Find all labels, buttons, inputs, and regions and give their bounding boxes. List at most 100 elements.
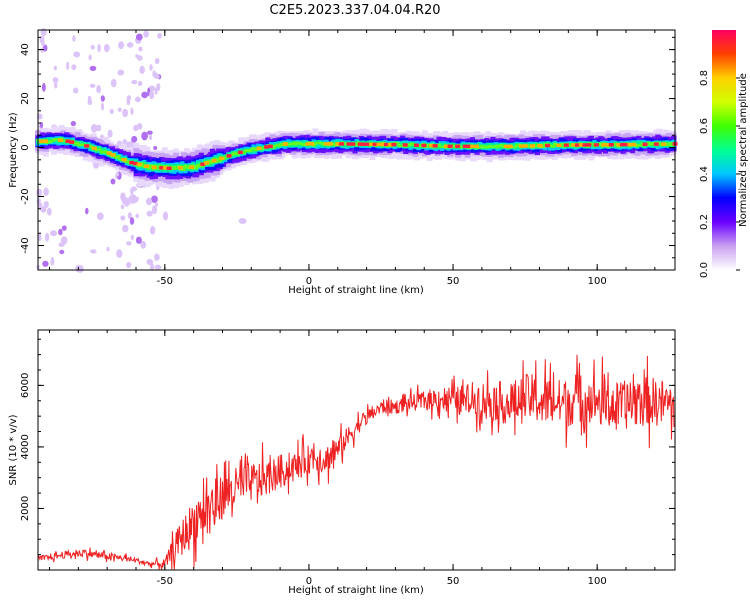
spectrogram-cell — [117, 154, 121, 158]
speckle-point — [90, 249, 97, 254]
spectrogram-cell — [231, 152, 235, 156]
speckle-point — [126, 261, 132, 269]
speckle-point — [97, 43, 101, 53]
spectrogram-peak-cell — [204, 161, 210, 165]
speckle-point — [126, 95, 132, 101]
speckle-point — [106, 246, 110, 252]
spectrogram-peak-cell — [166, 166, 172, 170]
spectrogram-peak-cell — [507, 144, 513, 149]
x-tick-label: 100 — [588, 576, 607, 587]
spectrogram-peak-cell — [357, 142, 363, 146]
speckle-point — [90, 123, 98, 133]
speckle-point — [135, 54, 139, 59]
speckle-point — [40, 28, 47, 37]
spectrogram-cell — [118, 157, 123, 161]
x-tick-label: 100 — [588, 276, 607, 287]
spectrogram-peak-cell — [121, 157, 127, 162]
spectrogram-peak-cell — [466, 144, 472, 149]
speckle-point — [42, 260, 49, 267]
spectrogram-peak-cell — [327, 142, 333, 146]
spectrogram-peak-cell — [365, 142, 371, 146]
speckle-point — [97, 213, 102, 220]
spectrogram-cell — [235, 152, 240, 156]
spectrogram-peak-cell — [582, 143, 588, 147]
figure-title: C2E5.2023.337.04.04.R20 — [269, 3, 440, 18]
x-tick-label: 50 — [447, 276, 460, 287]
speckle-point — [100, 102, 105, 111]
spectrogram-cell — [668, 142, 673, 145]
spectrogram-peak-cell — [42, 139, 48, 143]
spectrogram-cell — [533, 145, 538, 148]
speckle-point — [122, 224, 129, 233]
spectrogram-cell — [140, 162, 145, 167]
spectrogram-peak-cell — [387, 142, 393, 147]
y-tick-label: -40 — [20, 237, 31, 253]
colorbar-gradient — [712, 30, 736, 270]
spectrogram-peak-cell — [200, 162, 206, 166]
spectrogram-frame — [37, 29, 676, 271]
spectrogram-peak-cell — [530, 144, 536, 148]
spectrogram-peak-cell — [503, 144, 509, 149]
spectrogram-peak-cell — [69, 140, 75, 144]
y-tick-label: 6000 — [20, 373, 31, 398]
spectrogram-cell — [354, 143, 359, 147]
spectrogram-peak-cell — [264, 145, 270, 149]
spectrogram-cell — [640, 142, 644, 146]
speckle-point — [130, 107, 134, 115]
speckle-point — [100, 95, 105, 102]
spectrogram-peak-cell — [57, 138, 63, 143]
spectrogram-cell — [667, 143, 671, 147]
snr-y-ticks: 2000 4000 6000 — [20, 338, 675, 571]
speckle-point — [41, 82, 46, 92]
y-tick-label: 20 — [20, 92, 31, 105]
snr-series-line — [37, 354, 676, 570]
spectrogram-cell — [560, 142, 565, 146]
spectrogram-panel: -50 0 50 100 -40 -20 0 20 40 Height of straight… — [8, 28, 678, 296]
spectrogram-peak-cell — [219, 156, 225, 160]
spectrogram-peak-cell — [653, 142, 659, 146]
spectrogram-peak-cell — [189, 165, 195, 169]
spectrogram-peak-cell — [413, 143, 419, 147]
speckle-point — [149, 64, 153, 71]
colorbar-tick-label: 0.0 — [699, 262, 710, 278]
snr-x-ticks: -50 0 50 100 — [49, 330, 656, 587]
spectrogram-peak-cell — [339, 142, 345, 146]
spectrogram-peak-cell — [136, 162, 142, 167]
spectrogram-peak-cell — [623, 142, 629, 147]
spectrogram-peak-cell — [563, 143, 569, 147]
speckle-point — [38, 202, 43, 209]
spectrogram-peak-cell — [282, 142, 288, 146]
spectrogram-peak-cell — [421, 143, 427, 148]
spectrogram-peak-cell — [129, 160, 135, 165]
spectrogram-y-label: Frequency (Hz) — [8, 112, 19, 188]
spectrogram-cell — [638, 144, 643, 147]
speckle-point — [130, 187, 134, 195]
speckle-point — [115, 171, 120, 177]
spectrogram-cell — [88, 144, 93, 148]
spectrogram-cell — [541, 145, 546, 149]
speckle-point — [238, 218, 247, 225]
speckle-point — [36, 188, 43, 197]
speckle-point — [149, 225, 156, 235]
speckle-point — [50, 256, 55, 266]
speckle-point — [107, 129, 113, 138]
speckle-point — [146, 258, 154, 266]
speckle-point — [135, 236, 142, 244]
spectrogram-cell — [48, 140, 53, 144]
speckle-point — [73, 51, 81, 58]
spectrogram-cell — [591, 142, 595, 145]
speckle-point — [140, 240, 147, 249]
speckle-point — [153, 146, 158, 151]
spectrogram-peak-cell — [151, 165, 157, 170]
speckle-point — [146, 210, 153, 217]
spectrogram-peak-cell — [616, 142, 622, 147]
speckle-point — [156, 83, 161, 91]
colorbar-tick-label: 0.4 — [699, 166, 710, 182]
x-tick-label: -50 — [157, 576, 173, 587]
spectrogram-peak-cell — [376, 142, 382, 147]
speckle-point — [143, 30, 149, 38]
speckle-point — [44, 232, 50, 242]
speckle-point — [153, 253, 160, 261]
speckle-point — [72, 35, 76, 42]
speckle-point — [131, 80, 138, 85]
